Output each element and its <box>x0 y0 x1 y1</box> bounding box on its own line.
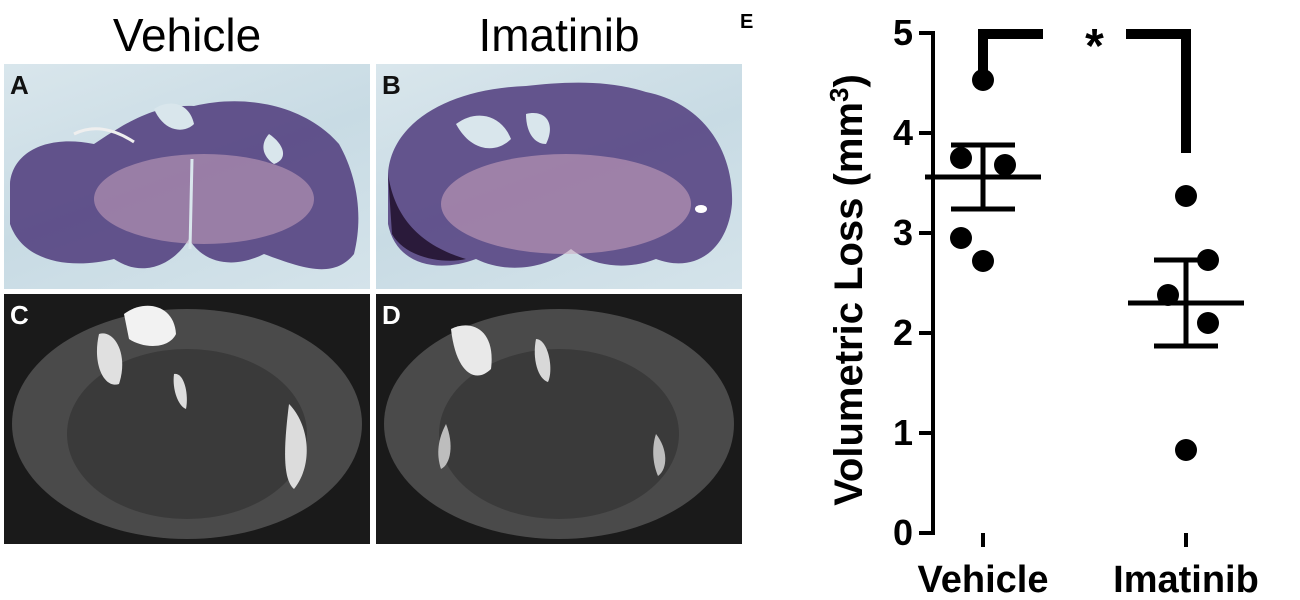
y-axis-title: Volumetric Loss (mm3) <box>824 74 871 506</box>
data-point <box>1175 439 1197 461</box>
significance-bracket-right <box>1126 29 1191 153</box>
x-tick-label: Vehicle <box>918 559 1049 600</box>
data-point <box>1175 185 1197 207</box>
panel-d-label: D <box>382 300 401 330</box>
mri-scan-c-image <box>12 305 362 539</box>
y-axis-label: Volumetric Loss (mm3) <box>824 74 871 506</box>
y-tick-label: 5 <box>893 12 913 53</box>
y-tick-label: 0 <box>893 512 913 553</box>
x-tick-label: Imatinib <box>1113 559 1259 600</box>
y-tick-label: 1 <box>893 412 913 453</box>
data-point <box>1197 312 1219 334</box>
data-point <box>1157 284 1179 306</box>
panel-c-label: C <box>10 300 29 330</box>
column-title-vehicle: Vehicle <box>112 9 262 61</box>
panel-a-label: A <box>10 70 29 100</box>
panel-b-histology-imatinib: B <box>376 64 742 289</box>
y-axis-label-close: ) <box>827 74 871 87</box>
panel-a-histology-vehicle: A <box>4 64 370 289</box>
y-tick-label: 2 <box>893 312 913 353</box>
data-point <box>994 154 1016 176</box>
significance-marker: * <box>1085 20 1104 73</box>
data-point <box>972 250 994 272</box>
column-title-imatinib: Imatinib <box>478 9 640 61</box>
panel-b-label: B <box>382 70 401 100</box>
significance-bracket-left <box>978 29 1043 88</box>
y-axis-label-superscript: 3 <box>824 88 854 102</box>
y-axis-label-main: Volumetric Loss (mm <box>827 102 871 506</box>
data-point <box>1197 249 1219 271</box>
y-tick-label: 4 <box>893 112 913 153</box>
mri-scan-d-image <box>384 309 734 539</box>
brain-section-a-image <box>10 101 359 270</box>
panel-e-label: E <box>740 11 753 33</box>
panel-c-mri-vehicle: C <box>4 294 370 544</box>
data-point <box>950 227 972 249</box>
data-point <box>950 147 972 169</box>
panel-d-mri-imatinib: D <box>376 294 742 544</box>
brain-section-b-image <box>388 82 733 268</box>
y-tick-label: 3 <box>893 212 913 253</box>
